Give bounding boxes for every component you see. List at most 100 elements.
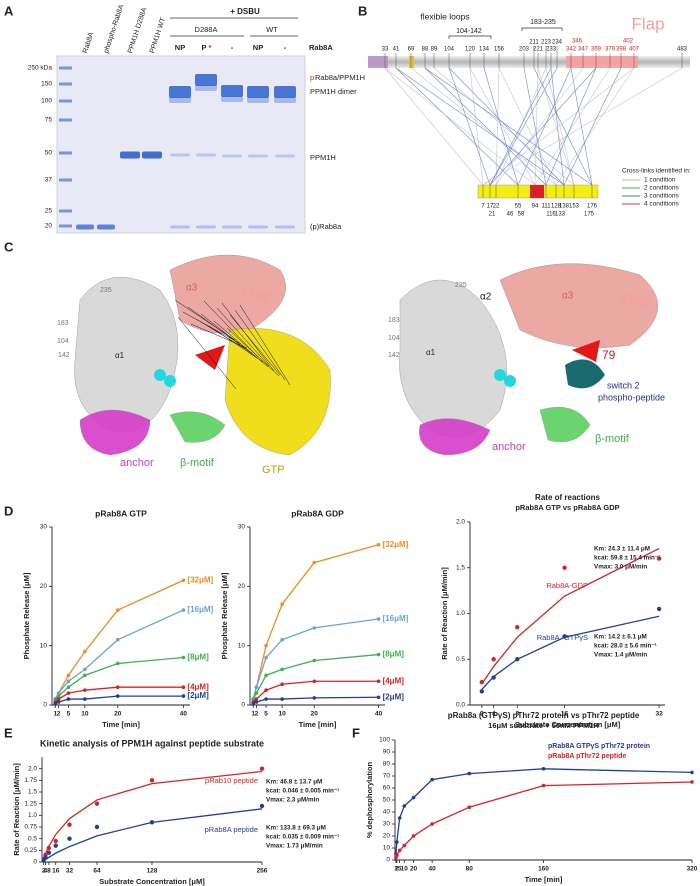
data-point xyxy=(94,801,100,806)
marker-band xyxy=(59,99,72,103)
x-tick-label: 10 xyxy=(401,866,409,873)
data-point xyxy=(376,679,381,684)
series-label: [16μM] xyxy=(187,605,213,614)
data-point xyxy=(280,667,284,672)
crosslink-edge xyxy=(208,325,264,363)
x-tick-label: 64 xyxy=(93,868,101,875)
data-point xyxy=(264,643,268,648)
crosslink xyxy=(517,67,572,186)
data-point xyxy=(43,855,48,860)
y-tick-label: 50 xyxy=(383,797,391,804)
y-tick-label: 0.5 xyxy=(456,656,465,663)
sequence-bar xyxy=(368,56,690,68)
data-point xyxy=(66,697,71,701)
residue-label: 33 xyxy=(382,47,389,53)
data-point xyxy=(56,691,61,695)
crosslink xyxy=(550,67,565,186)
marker-label: 100 xyxy=(41,98,52,105)
gel-band xyxy=(120,151,140,159)
group-label: D288A xyxy=(195,25,218,34)
structure-label: 235 xyxy=(455,282,467,289)
crosslink-edge xyxy=(234,309,286,381)
series-label: pRab8A peptide xyxy=(205,825,258,834)
data-point xyxy=(251,697,256,701)
x-tick-label: 16 xyxy=(52,868,60,875)
band-label: p xyxy=(310,73,314,82)
data-point xyxy=(83,649,87,654)
data-point xyxy=(541,767,546,771)
loops-title: flexible loops xyxy=(420,11,469,21)
crosslink-edge xyxy=(174,299,236,341)
marker-label: 150 xyxy=(41,81,52,88)
y-tick-label: 70 xyxy=(383,773,391,780)
data-point xyxy=(115,661,120,666)
crosslink xyxy=(498,67,557,186)
structure-label: 142 xyxy=(388,352,400,359)
data-point xyxy=(656,606,662,612)
chart-title: Kinetic analysis of PPM1H against peptid… xyxy=(40,738,264,748)
crosslink xyxy=(482,67,635,186)
anchor-region xyxy=(79,409,151,456)
crosslink xyxy=(424,67,547,186)
y-tick-label: 60 xyxy=(383,785,391,792)
series-label: pRab8A GTPγS pThr72 protein xyxy=(548,743,650,750)
y-tick-label: 10 xyxy=(238,642,246,649)
marker-band xyxy=(59,178,72,182)
fit-stat: Vmax: 3.0 μM/min xyxy=(594,564,647,571)
crosslink xyxy=(563,67,622,186)
x-tick-label: 20 xyxy=(114,711,122,718)
residue-label: 175 xyxy=(584,212,595,218)
series-label: [8μM] xyxy=(383,650,405,659)
panel-label: D xyxy=(4,503,13,518)
series-label: [8μM] xyxy=(187,653,209,662)
group-label: WT xyxy=(266,25,278,34)
y-tick-label: 0.0 xyxy=(456,702,465,709)
x-tick-label: 10 xyxy=(81,711,89,718)
data-point xyxy=(467,771,472,776)
data-point xyxy=(430,822,434,826)
treatment-label: * xyxy=(209,43,212,52)
chart-title: pRab8A GDP xyxy=(291,508,344,518)
residue-label: 134 xyxy=(479,47,490,53)
x-tick-label: 16 xyxy=(561,711,569,718)
residue-label: 402 xyxy=(623,39,634,45)
treatment-label: NP xyxy=(253,43,263,52)
structure-label: Flap xyxy=(620,293,651,310)
gel-band xyxy=(170,153,190,157)
x-tick-label: 1 xyxy=(251,711,255,718)
treatment-label: - xyxy=(231,43,234,52)
crosslink xyxy=(545,67,597,186)
crosslink-edge xyxy=(203,300,259,358)
gel-band xyxy=(248,225,268,229)
y-tick-label: 90 xyxy=(383,749,391,756)
y-tick-label: 30 xyxy=(238,524,246,531)
data-point xyxy=(115,694,120,698)
treatment-label: NP xyxy=(175,43,185,52)
data-point xyxy=(56,700,61,704)
structure-label: 183 xyxy=(57,320,69,327)
crosslink xyxy=(570,67,593,186)
residue-label: 233 xyxy=(546,47,557,53)
crosslink xyxy=(448,67,491,186)
gel-band xyxy=(247,97,269,103)
gel-band xyxy=(274,86,296,98)
data-point xyxy=(376,543,381,547)
residue-label: 94 xyxy=(532,204,539,210)
y-tick-label: 1.25 xyxy=(24,800,37,807)
residue-label: 41 xyxy=(393,47,400,53)
gel-band xyxy=(195,85,217,91)
data-point xyxy=(181,655,186,660)
crosslink xyxy=(469,67,536,186)
x-tick-label: 32 xyxy=(655,711,663,718)
x-tick-label: 40 xyxy=(429,866,437,873)
legend-label: 3 conditions xyxy=(644,193,679,200)
residue-label: 104 xyxy=(444,47,455,53)
crosslink xyxy=(537,67,575,186)
gel-band xyxy=(248,154,268,158)
structure-label: α3 xyxy=(562,291,574,302)
data-point xyxy=(181,608,186,612)
residue-label: 138 xyxy=(559,204,570,210)
x-tick-label: 5 xyxy=(398,866,402,873)
fit-line xyxy=(43,770,263,858)
